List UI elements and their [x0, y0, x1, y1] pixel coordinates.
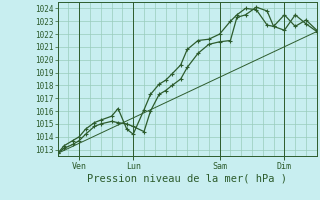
X-axis label: Pression niveau de la mer( hPa ): Pression niveau de la mer( hPa ) — [87, 173, 287, 183]
